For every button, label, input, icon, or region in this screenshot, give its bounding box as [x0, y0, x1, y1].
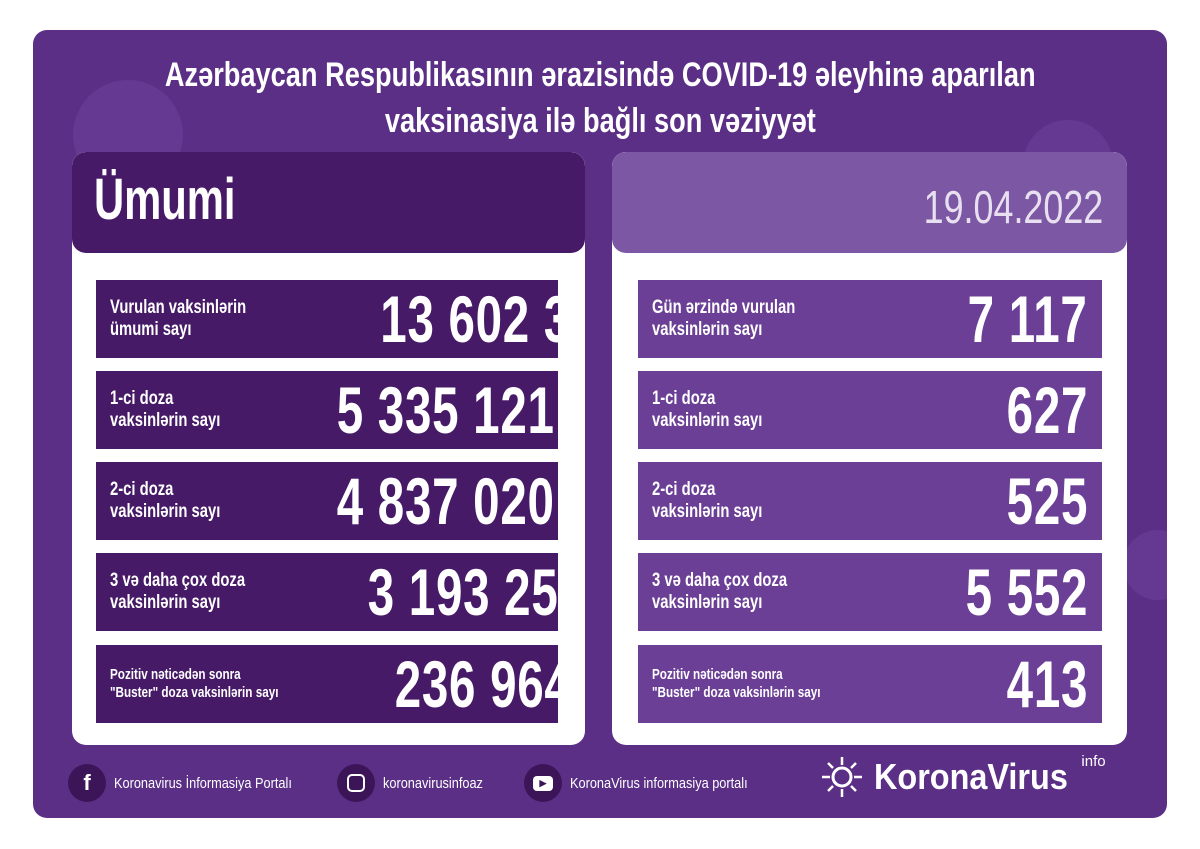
stat-label-line: 3 və daha çox doza — [652, 570, 788, 591]
stat-label: Gün ərzində vurulan vaksinlərin sayı — [652, 297, 795, 341]
stat-label-line: 2-ci doza — [652, 479, 716, 500]
stat-value: 13 602 359 — [379, 282, 585, 356]
stat-row: 2-ci doza vaksinlərin sayı 4 837 020 — [96, 462, 558, 540]
stat-label-line: vaksinlərin sayı — [110, 501, 221, 522]
stat-label-line: "Buster" doza vaksinlərin sayı — [652, 684, 821, 701]
stat-label-line: Pozitiv nəticədən sonra — [652, 666, 783, 683]
stat-label-line: "Buster" doza vaksinlərin sayı — [110, 684, 279, 701]
stat-row: 3 və daha çox doza vaksinlərin sayı 5 552 — [638, 553, 1102, 631]
stat-label-line: Pozitiv nəticədən sonra — [110, 666, 241, 683]
stat-label-line: Vurulan vaksinlərin — [110, 297, 247, 318]
stat-value: 4 837 020 — [336, 464, 555, 538]
stat-value: 236 964 — [394, 647, 572, 721]
stat-label-line: 1-ci doza — [110, 388, 174, 409]
stat-label-line: vaksinlərin sayı — [652, 592, 763, 613]
total-header: Ümumi — [72, 152, 585, 253]
stat-value: 627 — [1006, 373, 1088, 447]
page-title: Azərbaycan Respublikasının ərazisində CO… — [0, 52, 1200, 144]
stat-label-line: vaksinlərin sayı — [652, 410, 763, 431]
stat-value: 413 — [1006, 647, 1088, 721]
youtube-label: KoronaVirus informasiya portalı — [570, 774, 748, 792]
stat-label: 1-ci doza vaksinlərin sayı — [652, 388, 762, 432]
stat-label-line: 3 və daha çox doza — [110, 570, 246, 591]
sun-virus-icon — [822, 757, 862, 797]
virus-decoration — [1123, 530, 1167, 600]
daily-card: 19.04.2022 Gün ərzində vurulan vaksinləri… — [612, 152, 1127, 745]
stat-row: 3 və daha çox doza vaksinlərin sayı 3 193 … — [96, 553, 585, 631]
stat-label-line: Gün ərzində vurulan — [652, 297, 796, 318]
stat-row: Pozitiv nəticədən sonra "Buster" doza vak… — [96, 645, 571, 723]
stat-label-line: vaksinlərin sayı — [110, 592, 221, 613]
facebook-label: Koronavirus İnformasiya Portalı — [114, 774, 292, 792]
instagram-label: koronavirusinfoaz — [383, 774, 483, 792]
facebook-icon: f — [68, 764, 106, 802]
logo-superscript: info — [1081, 752, 1106, 770]
stat-label: 2-ci doza vaksinlərin sayı — [110, 479, 220, 523]
stat-label-line: vaksinlərin sayı — [110, 410, 221, 431]
youtube-icon: ▶ — [524, 764, 562, 802]
stat-label: 3 və daha çox doza vaksinlərin sayı — [110, 570, 245, 614]
stat-value: 5 552 — [965, 555, 1088, 629]
stat-label: Pozitiv nəticədən sonra "Buster" doza vak… — [652, 666, 820, 702]
stat-row: 1-ci doza vaksinlərin sayı 627 — [638, 371, 1102, 449]
logo-text: KoronaVirus — [874, 756, 1068, 797]
stat-label-line: vaksinlərin sayı — [652, 319, 763, 340]
stat-row: 2-ci doza vaksinlərin sayı 525 — [638, 462, 1102, 540]
stat-value: 5 335 121 — [336, 373, 555, 447]
stat-value: 3 193 254 — [367, 555, 585, 629]
total-heading: Ümumi — [94, 167, 236, 232]
stat-label: 1-ci doza vaksinlərin sayı — [110, 388, 220, 432]
stat-label: 3 və daha çox doza vaksinlərin sayı — [652, 570, 787, 614]
koronavirus-logo: KoronaVirus info — [820, 752, 1106, 799]
instagram-link[interactable]: koronavirusinfoaz — [337, 757, 501, 809]
daily-header: 19.04.2022 — [612, 152, 1127, 253]
total-card: Ümumi Vurulan vaksinlərin ümumi sayı 13 60… — [72, 152, 585, 745]
title-line-2: vaksinasiya ilə bağlı son vəziyyət — [384, 102, 816, 140]
facebook-link[interactable]: f Koronavirus İnformasiya Portalı — [68, 757, 323, 809]
title-line-1: Azərbaycan Respublikasının ərazisində CO… — [164, 56, 1036, 94]
stat-label-line: vaksinlərin sayı — [652, 501, 763, 522]
stat-label-line: 2-ci doza — [110, 479, 174, 500]
instagram-icon — [337, 764, 375, 802]
stat-row: 1-ci doza vaksinlərin sayı 5 335 121 — [96, 371, 558, 449]
stat-label: 2-ci doza vaksinlərin sayı — [652, 479, 762, 523]
stat-value: 525 — [1006, 464, 1088, 538]
date-label: 19.04.2022 — [923, 181, 1103, 233]
stat-row: Gün ərzində vurulan vaksinlərin sayı 7 117 — [638, 280, 1102, 358]
stat-label: Pozitiv nəticədən sonra "Buster" doza vak… — [110, 666, 278, 702]
stat-row: Pozitiv nəticədən sonra "Buster" doza vak… — [638, 645, 1102, 723]
stat-label-line: ümumi sayı — [110, 319, 192, 340]
stat-value: 7 117 — [968, 282, 1088, 356]
youtube-link[interactable]: ▶ KoronaVirus informasiya portalı — [524, 757, 779, 809]
stat-label-line: 1-ci doza — [652, 388, 716, 409]
stat-label: Vurulan vaksinlərin ümumi sayı — [110, 297, 246, 341]
